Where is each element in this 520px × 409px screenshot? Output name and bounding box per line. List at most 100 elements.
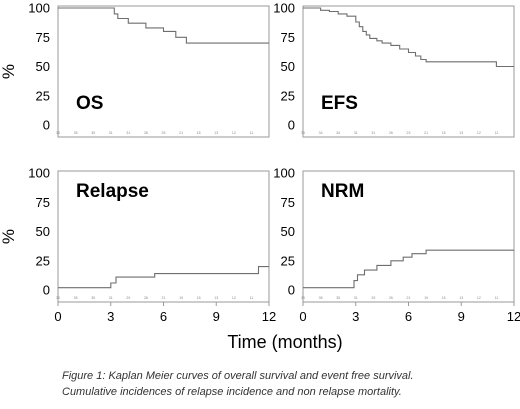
at-risk-number: 26 [144,296,148,300]
at-risk-number: 12 [477,131,481,135]
at-risk-number: 26 [389,131,393,135]
at-risk-number: 34 [319,131,323,135]
y-tick-label: 75 [281,195,295,210]
at-risk-number: 15 [442,296,446,300]
at-risk-number: 12 [232,131,236,135]
x-tick-label: 0 [54,309,61,324]
at-risk-number: 35 [56,131,60,135]
at-risk-number: 19 [424,296,428,300]
y-tick-label: 25 [36,88,50,103]
y-tick-label: 75 [36,30,50,45]
curve-os [58,7,269,44]
at-risk-number: 29 [371,296,375,300]
at-risk-number: 12 [232,296,236,300]
at-risk-number: 13 [459,131,463,135]
panel-frame [302,5,515,138]
at-risk-number: 35 [319,296,323,300]
y-tick-label: 50 [281,224,295,239]
y-tick-label: 0 [288,118,295,133]
at-risk-number: 35 [301,296,305,300]
at-risk-number: 11 [250,296,254,300]
y-tick-label: 0 [288,283,295,298]
at-risk-number: 28 [144,131,148,135]
y-tick-label: 100 [28,1,50,16]
at-risk-number: 31 [354,131,358,135]
y-tick-label: 25 [281,88,295,103]
curve-efs [303,7,514,68]
at-risk-number: 34 [336,131,340,135]
at-risk-number: 15 [442,131,446,135]
y-tick-label: 75 [281,30,295,45]
curve-relapse [58,266,269,289]
at-risk-number: 13 [459,296,463,300]
x-tick-label: 12 [262,309,276,324]
x-axis-title: Time (months) [227,332,342,352]
at-risk-number: 35 [74,131,78,135]
y-axis-title: % [0,64,18,79]
y-tick-label: 75 [36,195,50,210]
y-tick-label: 100 [28,166,50,181]
at-risk-number: 35 [91,131,95,135]
at-risk-number: 35 [56,296,60,300]
at-risk-number: 35 [91,296,95,300]
at-risk-number: 31 [354,296,358,300]
caption-line-2: Cumulative incidences of relapse inciden… [62,386,402,398]
at-risk-number: 31 [371,131,375,135]
y-tick-label: 25 [281,253,295,268]
at-risk-number: 11 [495,131,499,135]
panel-os: 100 75 50 25 0% OS 35 35 35 31 31 28 25 21 15 13 12 11 [0,1,270,138]
at-risk-number: 12 [477,296,481,300]
y-tick-label: 25 [36,253,50,268]
y-tick-label: 0 [43,283,50,298]
at-risk-number: 21 [179,131,183,135]
y-tick-label: 0 [43,118,50,133]
panel-label-os: OS [76,93,103,114]
at-risk-number: 21 [162,296,166,300]
at-risk-number: 15 [197,131,201,135]
panel-frame [57,5,270,138]
at-risk-number: 15 [197,296,201,300]
at-risk-number: 31 [109,131,113,135]
x-tick-label: 6 [160,309,167,324]
at-risk-number: 25 [162,131,166,135]
x-tick-label: 3 [352,309,359,324]
at-risk-number: 26 [389,296,393,300]
y-axis-title: % [0,229,18,244]
at-risk-number: 21 [424,131,428,135]
y-tick-label: 50 [281,59,295,74]
panel-relapse: 100 75 50 25 00 3 6 9 12% Relapse 35 35 35 31 29 26 21 19… [0,166,276,325]
x-tick-label: 9 [458,309,465,324]
x-tick-label: 0 [299,309,306,324]
x-tick-label: 12 [507,309,520,324]
y-tick-label: 100 [273,1,295,16]
x-tick-label: 9 [213,309,220,324]
caption-line-1: Figure 1: Kaplan Meier curves of overall… [62,370,414,382]
at-risk-number: 31 [109,296,113,300]
x-tick-label: 6 [405,309,412,324]
at-risk-number: 11 [495,296,499,300]
curve-nrm [303,249,514,289]
x-tick-label: 3 [107,309,114,324]
at-risk-number: 19 [179,296,183,300]
figure-caption: Figure 1: Kaplan Meier curves of overall… [62,368,512,400]
panel-label-relapse: Relapse [76,181,149,202]
panel-label-nrm: NRM [321,181,364,202]
y-tick-label: 50 [36,224,50,239]
at-risk-number: 13 [214,296,218,300]
panel-label-efs: EFS [321,93,358,114]
at-risk-number: 35 [336,296,340,300]
at-risk-number: 35 [301,131,305,135]
at-risk-number: 23 [407,131,411,135]
panel-nrm: 100 75 50 25 00 3 6 9 12 NRM 35 35 35 31 29 26 21 19 15 13 1… [273,166,520,325]
at-risk-number: 11 [250,131,254,135]
panel-efs: 100 75 50 25 0 EFS 35 34 34 31 31 26 23 21 15 13 12 11 [273,1,515,138]
at-risk-number: 29 [126,296,130,300]
at-risk-number: 31 [126,131,130,135]
y-tick-label: 100 [273,166,295,181]
at-risk-number: 21 [407,296,411,300]
y-tick-label: 50 [36,59,50,74]
at-risk-number: 35 [74,296,78,300]
at-risk-number: 13 [214,131,218,135]
